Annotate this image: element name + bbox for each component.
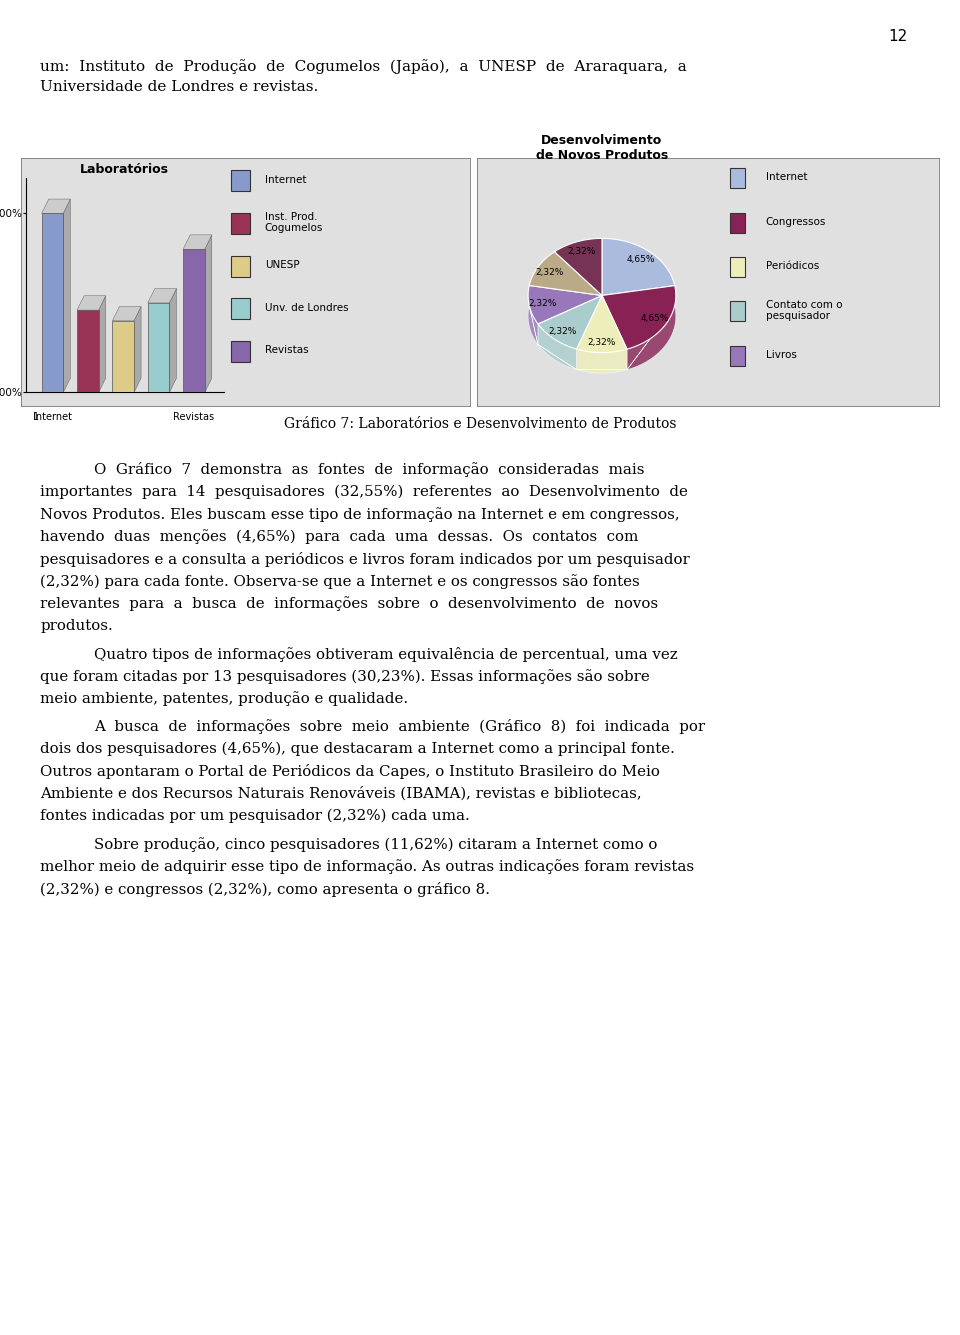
Polygon shape [577,295,627,352]
Text: A  busca  de  informações  sobre  meio  ambiente  (Gráfico  8)  foi  indicada  p: A busca de informações sobre meio ambien… [94,720,706,734]
Text: O  Gráfico  7  demonstra  as  fontes  de  informação  consideradas  mais: O Gráfico 7 demonstra as fontes de infor… [94,462,644,477]
FancyBboxPatch shape [730,212,745,232]
Text: 4,65%: 4,65% [640,315,668,323]
FancyBboxPatch shape [231,298,250,319]
Bar [148,303,169,392]
Text: Ambiente e dos Recursos Naturais Renováveis (IBAMA), revistas e bibliotecas,: Ambiente e dos Recursos Naturais Renováv… [40,786,642,801]
Polygon shape [538,295,602,348]
Text: Periódicos: Periódicos [766,260,819,271]
Text: 2,32%: 2,32% [567,247,595,256]
Text: Inst. Prod.
Cogumelos: Inst. Prod. Cogumelos [265,211,324,234]
Polygon shape [204,235,212,392]
Text: 4,65%: 4,65% [627,255,656,264]
Text: havendo  duas  menções  (4,65%)  para  cada  uma  dessas.  Os  contatos  com: havendo duas menções (4,65%) para cada u… [40,529,638,545]
Text: Internet: Internet [33,413,72,422]
Title: Laboratórios: Laboratórios [81,163,169,176]
Text: Novos Produtos. Eles buscam esse tipo de informação na Internet e em congressos,: Novos Produtos. Eles buscam esse tipo de… [40,507,680,522]
Polygon shape [63,199,70,392]
Polygon shape [99,296,106,392]
Text: Internet: Internet [265,175,306,184]
Polygon shape [77,296,106,310]
Text: UNESP: UNESP [265,260,300,270]
Polygon shape [169,288,177,392]
Text: 12: 12 [888,28,907,44]
Polygon shape [112,307,141,320]
Text: Contato com o
pesquisador: Contato com o pesquisador [766,299,842,322]
FancyBboxPatch shape [730,302,745,322]
Text: pesquisadores e a consulta a periódicos e livros foram indicados por um pesquisa: pesquisadores e a consulta a periódicos … [40,551,690,566]
Bar [112,320,134,392]
Text: (2,32%) e congressos (2,32%), como apresenta o gráfico 8.: (2,32%) e congressos (2,32%), como apres… [40,881,491,897]
Text: 2,32%: 2,32% [588,338,616,347]
Text: 1: 1 [33,413,38,422]
Polygon shape [602,286,676,370]
Text: Quatro tipos de informações obtiveram equivalência de percentual, uma vez: Quatro tipos de informações obtiveram eq… [94,646,678,662]
Polygon shape [183,235,212,250]
Text: (2,32%) para cada fonte. Observa-se que a Internet e os congressos são fontes: (2,32%) para cada fonte. Observa-se que … [40,574,640,589]
Text: Congressos: Congressos [766,216,827,227]
FancyBboxPatch shape [231,340,250,362]
Text: Universidade de Londres e revistas.: Universidade de Londres e revistas. [40,80,319,93]
FancyBboxPatch shape [730,256,745,276]
Polygon shape [134,307,141,392]
Text: produtos.: produtos. [40,619,113,633]
Polygon shape [528,286,602,324]
Bar [77,310,99,392]
FancyBboxPatch shape [730,168,745,188]
Text: Revistas: Revistas [174,413,214,422]
FancyBboxPatch shape [730,346,745,366]
Text: melhor meio de adquirir esse tipo de informação. As outras indicações foram revi: melhor meio de adquirir esse tipo de inf… [40,860,694,874]
Text: meio ambiente, patentes, produção e qualidade.: meio ambiente, patentes, produção e qual… [40,692,408,706]
Polygon shape [528,286,602,344]
Polygon shape [602,239,675,295]
Text: um:  Instituto  de  Produção  de  Cogumelos  (Japão),  a  UNESP  de  Araraquara,: um: Instituto de Produção de Cogumelos (… [40,59,687,73]
Text: 2,32%: 2,32% [549,327,577,335]
Text: relevantes  para  a  busca  de  informações  sobre  o  desenvolvimento  de  novo: relevantes para a busca de informações s… [40,597,659,611]
Text: 2,32%: 2,32% [528,299,557,308]
Polygon shape [148,288,177,303]
FancyBboxPatch shape [231,212,250,234]
Text: fontes indicadas por um pesquisador (2,32%) cada uma.: fontes indicadas por um pesquisador (2,3… [40,809,470,824]
Bar [41,214,63,392]
Bar [183,250,204,392]
Text: Livros: Livros [766,350,797,359]
Title: Desenvolvimento
de Novos Produtos: Desenvolvimento de Novos Produtos [536,134,668,162]
Text: que foram citadas por 13 pesquisadores (30,23%). Essas informações são sobre: que foram citadas por 13 pesquisadores (… [40,669,650,684]
Text: Gráfico 7: Laboratórios e Desenvolvimento de Produtos: Gráfico 7: Laboratórios e Desenvolviment… [284,417,676,430]
FancyBboxPatch shape [231,170,250,191]
Text: Sobre produção, cinco pesquisadores (11,62%) citaram a Internet como o: Sobre produção, cinco pesquisadores (11,… [94,837,658,852]
Polygon shape [555,239,602,295]
Polygon shape [529,252,602,295]
Text: Unv. de Londres: Unv. de Londres [265,303,348,312]
Polygon shape [602,286,676,350]
Text: 2,32%: 2,32% [536,267,564,276]
Polygon shape [538,295,602,370]
Text: importantes  para  14  pesquisadores  (32,55%)  referentes  ao  Desenvolvimento : importantes para 14 pesquisadores (32,55… [40,485,688,499]
Text: Outros apontaram o Portal de Periódicos da Capes, o Instituto Brasileiro do Meio: Outros apontaram o Portal de Periódicos … [40,764,660,780]
Polygon shape [41,199,70,214]
FancyBboxPatch shape [231,255,250,276]
Polygon shape [577,295,627,372]
Text: Internet: Internet [766,172,807,183]
Text: Revistas: Revistas [265,346,308,355]
Text: dois dos pesquisadores (4,65%), que destacaram a Internet como a principal fonte: dois dos pesquisadores (4,65%), que dest… [40,742,675,756]
